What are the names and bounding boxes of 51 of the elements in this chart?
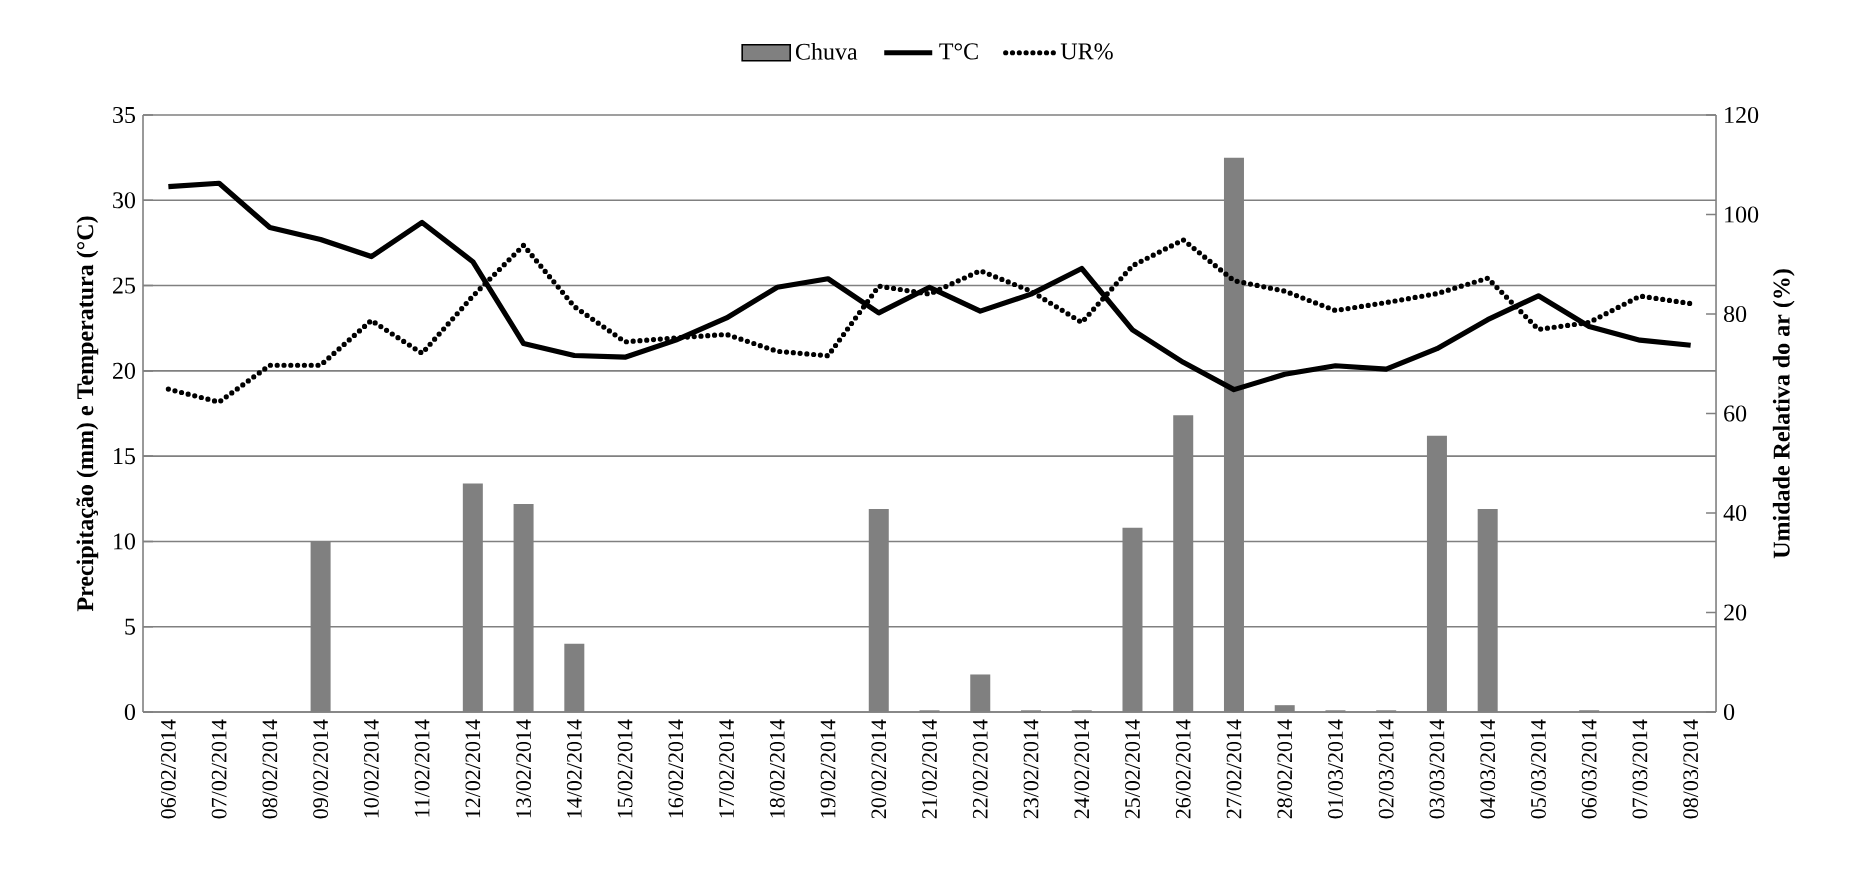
y-tick-label: 25 bbox=[113, 277, 136, 294]
x-tick-label: 20/02/2014 bbox=[871, 719, 887, 819]
y-tick-label: 15 bbox=[114, 448, 136, 465]
y2-tick-label: 120 bbox=[1725, 106, 1759, 124]
x-tick-label: 13/02/2014 bbox=[516, 719, 531, 818]
x-tick-label: 11/02/2014 bbox=[414, 719, 430, 817]
y2-tick-label: 0 bbox=[1724, 703, 1735, 721]
legend-label: T°C bbox=[939, 43, 978, 60]
x-tick-label: 28/02/2014 bbox=[1277, 719, 1293, 819]
x-tick-label: 17/02/2014 bbox=[719, 719, 734, 818]
x-tick-label: 23/02/2014 bbox=[1023, 719, 1039, 819]
x-tick-label: 12/02/2014 bbox=[465, 719, 481, 818]
x-tick-label: 26/02/2014 bbox=[1175, 719, 1191, 819]
x-tick-label: 27/02/2014 bbox=[1226, 719, 1242, 819]
y2-tick-label: 80 bbox=[1724, 305, 1747, 323]
x-tick-label: 10/02/2014 bbox=[363, 719, 379, 818]
x-tick-label: 04/03/2014 bbox=[1480, 719, 1496, 819]
x-tick-label: 16/02/2014 bbox=[668, 719, 684, 818]
x-tick-label: 18/02/2014 bbox=[769, 719, 785, 818]
x-tick-label: 06/03/2014 bbox=[1581, 719, 1597, 819]
y2-tick-label: 20 bbox=[1724, 604, 1747, 621]
x-tick-label: 21/02/2014 bbox=[922, 719, 937, 819]
x-tick-label: 05/03/2014 bbox=[1531, 719, 1546, 819]
y-tick-label: 10 bbox=[114, 533, 136, 550]
y-tick-label: 30 bbox=[113, 192, 136, 209]
x-tick-label: 07/03/2014 bbox=[1632, 719, 1648, 819]
y-tick-label: 20 bbox=[113, 362, 136, 379]
legend-label: Chuva bbox=[795, 42, 858, 60]
y2-tick-label: 40 bbox=[1723, 504, 1747, 522]
x-tick-label: 19/02/2014 bbox=[820, 719, 836, 818]
x-tick-label: 02/03/2014 bbox=[1378, 719, 1394, 819]
y2-tick-label: 100 bbox=[1725, 206, 1759, 223]
x-tick-label: 01/03/2014 bbox=[1328, 719, 1343, 819]
x-tick-label: 14/02/2014 bbox=[566, 719, 582, 818]
x-tick-label: 07/02/2014 bbox=[211, 719, 227, 819]
x-tick-label: 09/02/2014 bbox=[313, 719, 329, 819]
x-tick-label: 08/03/2014 bbox=[1683, 719, 1699, 819]
x-tick-label: 25/02/2014 bbox=[1125, 719, 1140, 819]
x-tick-label: 22/02/2014 bbox=[972, 719, 988, 819]
y-tick-label: 35 bbox=[113, 106, 136, 124]
y2-axis-title: Umidade Relativa do ar (%) bbox=[1772, 269, 1795, 559]
y-tick-label: 5 bbox=[125, 618, 136, 635]
y-axis-title: Precipitação (mm) e Temperatura (°C) bbox=[76, 216, 99, 612]
x-tick-label: 24/02/2014 bbox=[1074, 719, 1090, 819]
x-tick-label: 06/02/2014 bbox=[160, 719, 176, 819]
y-tick-label: 0 bbox=[124, 703, 136, 721]
legend-label: UR% bbox=[1060, 43, 1113, 60]
x-tick-label: 08/02/2014 bbox=[262, 719, 278, 819]
y2-tick-label: 60 bbox=[1724, 405, 1747, 422]
x-tick-label: 15/02/2014 bbox=[617, 719, 633, 818]
x-tick-label: 03/03/2014 bbox=[1429, 719, 1445, 819]
